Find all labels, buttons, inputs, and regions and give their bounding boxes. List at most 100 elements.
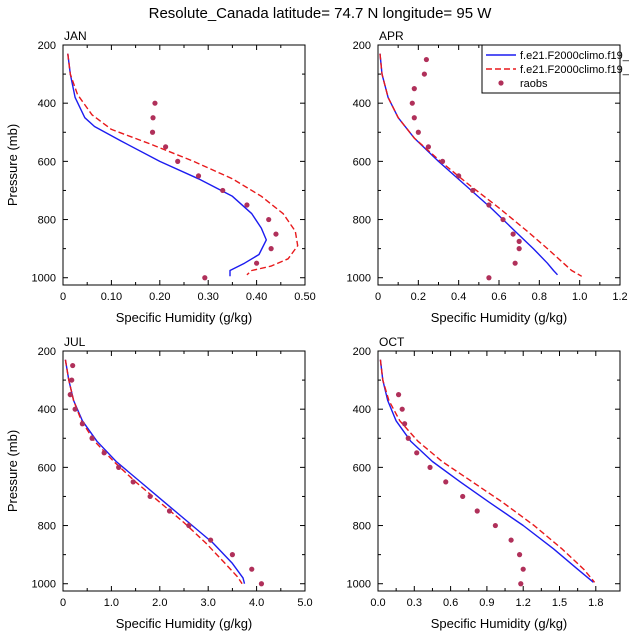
y-tick-label: 400	[38, 98, 56, 110]
raobs-point	[518, 581, 524, 587]
raobs-point	[411, 115, 417, 121]
raobs-point	[516, 552, 523, 558]
x-tick-label: 0.30	[197, 291, 218, 303]
raobs-point	[402, 421, 408, 427]
raobs-point	[163, 144, 169, 150]
raobs-point	[460, 493, 466, 500]
y-tick-label: 200	[38, 40, 56, 52]
raobs-point	[268, 246, 274, 252]
raobs-point	[425, 144, 432, 150]
raobs-point	[414, 450, 420, 456]
x-tick-label: 0.2	[411, 291, 426, 303]
x-tick-label: 0	[375, 291, 381, 303]
model2-line	[67, 53, 299, 276]
x-tick-label: 0.0	[370, 597, 385, 609]
raobs-point	[470, 187, 476, 194]
raobs-point	[409, 100, 415, 106]
x-tick-label: 0.9	[479, 597, 494, 609]
panel-jul: JUL 0 1.0 2.0 3.0 4.0 5.0 200 400 600 800 1000 Speci…	[5, 335, 313, 631]
raobs-point	[89, 435, 95, 441]
y-tick-label: 800	[38, 521, 56, 533]
y-tick-label: 1000	[32, 273, 56, 285]
x-tick-label: 0.6	[443, 597, 458, 609]
y-tick-label: 200	[38, 346, 56, 358]
raobs-point	[249, 566, 255, 572]
y-tick-label: 600	[38, 156, 56, 168]
y-tick-label: 800	[38, 215, 56, 227]
x-tick-label: 0.10	[101, 291, 122, 303]
raobs-point	[486, 275, 492, 281]
y-tick-label: 600	[38, 462, 56, 474]
y-tick-label: 600	[353, 462, 371, 474]
raobs-point	[79, 421, 85, 427]
raobs-point	[186, 522, 192, 529]
x-tick-label: 5.0	[297, 597, 312, 609]
raobs-point	[220, 187, 226, 194]
model2-line	[379, 359, 596, 583]
legend-label: raobs	[520, 78, 548, 90]
raobs-point	[72, 406, 78, 412]
raobs-point	[202, 275, 208, 281]
raobs-point	[166, 508, 173, 514]
raobs-point	[520, 566, 526, 572]
x-tick-label: 1.5	[552, 597, 567, 609]
panel-label: JUL	[64, 335, 86, 349]
panel-label: OCT	[379, 335, 405, 349]
raobs-point	[415, 129, 421, 135]
raobs-point	[474, 508, 480, 514]
raobs-point	[254, 260, 260, 266]
y-tick-label: 400	[353, 404, 371, 416]
raobs-point	[508, 537, 514, 543]
raobs-point	[510, 231, 516, 237]
x-axis-label: Specific Humidity (g/kg)	[116, 616, 253, 631]
x-axis-label: Specific Humidity (g/kg)	[116, 310, 253, 325]
x-tick-label: 3.0	[201, 597, 216, 609]
raobs-point	[152, 100, 158, 106]
raobs-point	[456, 173, 462, 179]
model1-line	[379, 53, 559, 276]
raobs-point	[266, 216, 272, 223]
raobs-point	[175, 158, 181, 164]
x-tick-label: 0.6	[491, 291, 506, 303]
raobs-point	[395, 392, 402, 398]
x-tick-label: 0.8	[532, 291, 547, 303]
raobs-point	[70, 362, 76, 369]
raobs-point	[258, 581, 265, 587]
legend-dot	[498, 80, 504, 86]
y-tick-label: 200	[353, 40, 371, 52]
x-tick-label: 1.0	[572, 291, 587, 303]
raobs-point	[150, 115, 156, 121]
raobs-point	[405, 435, 411, 441]
raobs-point	[500, 216, 506, 223]
raobs-point	[516, 246, 522, 252]
x-tick-label: 2.0	[152, 597, 167, 609]
legend-label: f.e21.F2000climo.f19_	[520, 50, 630, 62]
raobs-point	[195, 173, 202, 179]
y-tick-label: 400	[353, 98, 371, 110]
y-tick-label: 1000	[347, 273, 371, 285]
plot-frame	[62, 350, 306, 592]
x-tick-label: 4.0	[249, 597, 264, 609]
panel-label: JAN	[64, 29, 87, 43]
x-tick-label: 1.8	[588, 597, 603, 609]
y-tick-label: 1000	[32, 579, 56, 591]
raobs-point	[67, 392, 73, 398]
model2-line	[64, 359, 243, 585]
raobs-point	[516, 238, 522, 244]
x-tick-label: 0	[60, 291, 66, 303]
model1-line	[64, 359, 246, 584]
x-tick-label: 0.4	[451, 291, 466, 303]
raobs-point	[421, 71, 427, 77]
raobs-point	[69, 377, 75, 383]
y-axis-label: Pressure (mb)	[5, 430, 20, 512]
raobs-point	[101, 450, 107, 456]
raobs-point	[399, 406, 405, 412]
x-axis-label: Specific Humidity (g/kg)	[431, 310, 568, 325]
raobs-point	[512, 260, 518, 266]
panel-jan: JAN 0 0.10 0.20 0.30 0.40 0.50 200 400 600 800 1000…	[5, 29, 316, 325]
panel-label: APR	[379, 29, 404, 43]
y-tick-label: 800	[353, 215, 371, 227]
x-tick-label: 0	[60, 597, 66, 609]
